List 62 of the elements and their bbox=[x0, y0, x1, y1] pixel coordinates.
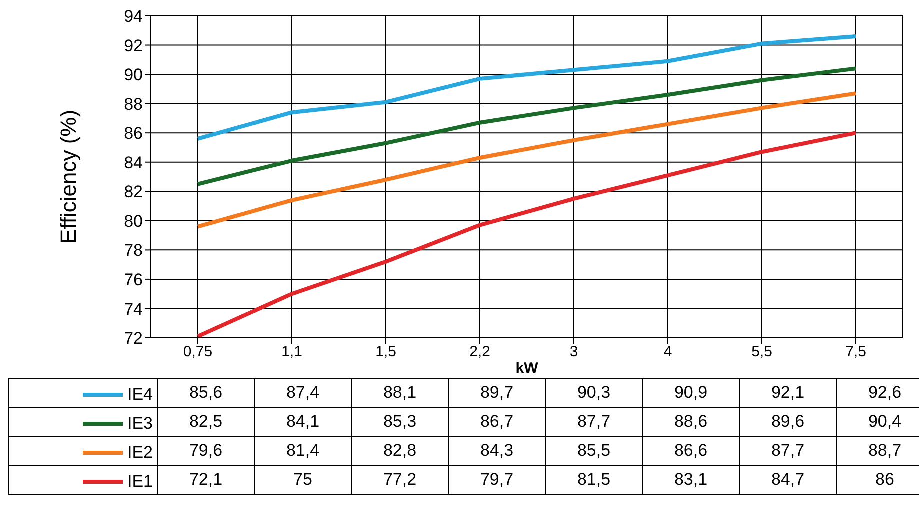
y-tick-label: 82 bbox=[124, 182, 143, 202]
y-axis-title: Efficiency (%) bbox=[56, 110, 81, 244]
data-label: 75 bbox=[254, 466, 352, 494]
data-label: 81,4 bbox=[254, 436, 352, 466]
x-tick-label: 7,5 bbox=[846, 344, 866, 361]
data-label: 79,7 bbox=[448, 466, 546, 494]
data-label: 84,3 bbox=[448, 436, 546, 466]
data-label: 81,5 bbox=[546, 466, 642, 494]
y-tick-label: 78 bbox=[124, 241, 143, 260]
data-label: 87,4 bbox=[254, 378, 352, 408]
line-series bbox=[196, 131, 858, 338]
y-tick-label: 94 bbox=[124, 7, 143, 26]
x-tick-label: 2,2 bbox=[470, 344, 490, 361]
y-tick-label: 86 bbox=[124, 124, 143, 144]
data-label: 84,1 bbox=[254, 408, 352, 436]
legend-label: IE2 bbox=[127, 442, 153, 462]
data-label: 90,9 bbox=[642, 378, 740, 408]
y-tick-label: 90 bbox=[124, 66, 143, 85]
legend-label: IE4 bbox=[127, 384, 153, 404]
line-series bbox=[196, 66, 858, 186]
data-label: 86,7 bbox=[448, 408, 546, 436]
data-label: 82,5 bbox=[158, 408, 254, 436]
data-label: 92,6 bbox=[836, 378, 919, 408]
data-label: 89,7 bbox=[448, 378, 546, 408]
data-label: 83,1 bbox=[642, 466, 740, 494]
data-label: 88,6 bbox=[642, 408, 740, 436]
data-label: 86 bbox=[836, 466, 919, 494]
x-tick-label: 5,5 bbox=[752, 344, 772, 361]
y-tick-label: 74 bbox=[124, 300, 143, 319]
data-label: 85,3 bbox=[352, 408, 448, 436]
data-label: 87,7 bbox=[740, 436, 836, 466]
data-label: 85,6 bbox=[158, 378, 254, 408]
y-tick-label: 84 bbox=[124, 153, 143, 172]
data-label: 90,3 bbox=[546, 378, 642, 408]
y-tick-label: 92 bbox=[124, 36, 143, 56]
data-label: 89,6 bbox=[740, 408, 836, 436]
data-label: 77,2 bbox=[352, 466, 448, 494]
x-tick-label: 1,5 bbox=[376, 344, 396, 361]
data-label: 82,8 bbox=[352, 436, 448, 466]
y-tick-label: 88 bbox=[124, 94, 143, 114]
data-label: 87,7 bbox=[546, 408, 642, 436]
y-tick-label: 76 bbox=[124, 270, 143, 290]
data-label: 90,4 bbox=[836, 408, 919, 436]
line-series bbox=[196, 34, 858, 141]
x-tick-label: 1,1 bbox=[282, 344, 302, 361]
x-tick-label: 0,75 bbox=[183, 344, 213, 361]
data-label: 72,1 bbox=[158, 466, 254, 494]
data-label: 88,1 bbox=[352, 378, 448, 408]
x-axis-title: kW bbox=[516, 360, 540, 377]
data-label: 88,7 bbox=[836, 436, 919, 466]
legend-label: IE3 bbox=[127, 414, 153, 434]
line-series bbox=[196, 92, 858, 229]
y-tick-label: 80 bbox=[124, 212, 143, 231]
x-tick-label: 4 bbox=[664, 344, 672, 361]
data-label: 92,1 bbox=[740, 378, 836, 408]
legend-label: IE1 bbox=[127, 472, 153, 492]
x-tick-label: 3 bbox=[570, 344, 578, 361]
data-label: 86,6 bbox=[642, 436, 740, 466]
data-label: 85,5 bbox=[546, 436, 642, 466]
data-label: 79,6 bbox=[158, 436, 254, 466]
y-tick-label: 72 bbox=[124, 329, 143, 348]
data-label: 84,7 bbox=[740, 466, 836, 494]
